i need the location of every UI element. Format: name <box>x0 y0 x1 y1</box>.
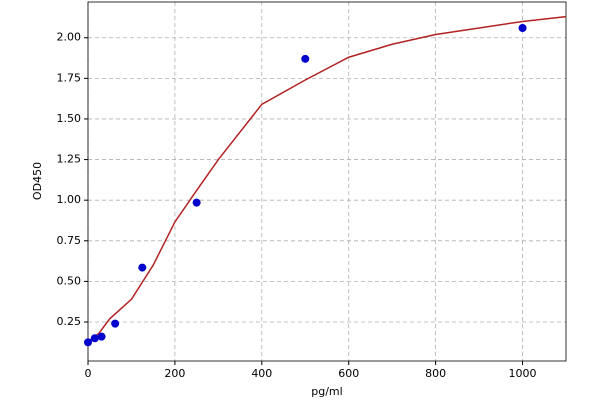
x-tick-label: 200 <box>164 367 185 380</box>
y-tick-label: 1.25 <box>57 153 82 166</box>
data-point <box>301 54 310 63</box>
data-point <box>111 319 120 328</box>
data-point <box>84 338 92 347</box>
y-tick-label: 1.75 <box>57 71 82 84</box>
y-axis-label: OD450 <box>31 162 44 200</box>
y-tick-label: 1.00 <box>57 193 82 206</box>
x-tick-label: 400 <box>251 367 272 380</box>
plot-frame <box>87 1 567 362</box>
y-tick-label: 0.75 <box>57 234 82 247</box>
y-tick-label: 2.00 <box>57 31 82 44</box>
x-tick-label: 800 <box>425 367 446 380</box>
data-point <box>97 332 106 341</box>
data-point <box>192 198 201 207</box>
data-point <box>138 263 147 272</box>
data-point <box>90 334 99 343</box>
y-tick-label: 0.25 <box>57 315 82 328</box>
y-tick-label: 0.50 <box>57 274 82 287</box>
x-tick-label: 0 <box>85 367 92 380</box>
fit-curve <box>87 15 567 343</box>
data-point <box>518 23 527 32</box>
x-axis-label: pg/ml <box>311 385 342 398</box>
x-tick-label: 1000 <box>509 367 537 380</box>
x-tick-label: 600 <box>338 367 359 380</box>
y-tick-label: 1.50 <box>57 112 82 125</box>
